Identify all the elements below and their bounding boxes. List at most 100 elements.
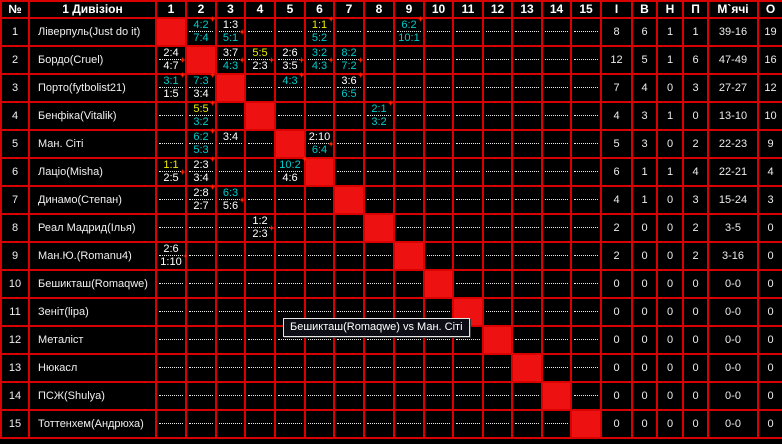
match-cell[interactable] bbox=[511, 297, 543, 327]
match-cell[interactable] bbox=[155, 381, 187, 411]
match-cell[interactable] bbox=[215, 353, 246, 383]
team-name[interactable]: ПСЖ(Shulya) bbox=[28, 381, 157, 411]
match-cell[interactable] bbox=[244, 157, 276, 187]
match-cell[interactable] bbox=[423, 381, 454, 411]
match-cell[interactable] bbox=[423, 129, 454, 159]
match-cell[interactable] bbox=[393, 101, 425, 131]
match-cell[interactable] bbox=[333, 241, 365, 271]
match-cell[interactable] bbox=[393, 213, 425, 243]
match-cell[interactable]: 2:3 3:4 bbox=[185, 156, 217, 187]
match-cell[interactable]: 1:3 5:1 bbox=[215, 17, 246, 47]
match-cell[interactable] bbox=[304, 73, 335, 103]
match-cell[interactable] bbox=[393, 73, 425, 103]
match-cell[interactable] bbox=[482, 409, 513, 439]
match-cell[interactable] bbox=[511, 157, 543, 187]
match-cell[interactable] bbox=[541, 17, 572, 47]
match-cell[interactable] bbox=[393, 409, 425, 439]
match-cell[interactable] bbox=[570, 157, 602, 187]
match-cell[interactable] bbox=[393, 353, 425, 383]
match-cell[interactable] bbox=[482, 381, 513, 411]
match-cell[interactable] bbox=[185, 241, 217, 271]
match-cell[interactable] bbox=[244, 353, 276, 383]
match-cell[interactable] bbox=[570, 129, 602, 159]
match-cell[interactable] bbox=[274, 269, 306, 299]
match-cell[interactable] bbox=[185, 297, 217, 327]
match-cell[interactable]: 2:6 3:5 bbox=[274, 45, 306, 75]
match-cell[interactable] bbox=[541, 297, 572, 327]
match-cell[interactable] bbox=[423, 409, 454, 439]
match-cell[interactable] bbox=[363, 185, 395, 215]
match-cell[interactable] bbox=[423, 185, 454, 215]
match-cell[interactable] bbox=[511, 129, 543, 159]
match-cell[interactable]: 2:1 3:2 bbox=[363, 100, 395, 131]
match-cell[interactable] bbox=[185, 381, 217, 411]
match-cell[interactable] bbox=[393, 185, 425, 215]
match-cell[interactable] bbox=[393, 45, 425, 75]
match-cell[interactable] bbox=[511, 17, 543, 47]
team-name[interactable]: Тоттенхем(Андрюха) bbox=[28, 409, 157, 439]
match-cell[interactable]: 3:1 1:5 bbox=[155, 72, 187, 103]
match-cell[interactable] bbox=[215, 269, 246, 299]
match-cell[interactable]: 3:7 4:3 bbox=[215, 45, 246, 75]
match-cell[interactable] bbox=[482, 45, 513, 75]
match-cell[interactable]: 2:8 2:7 bbox=[185, 184, 217, 215]
match-cell[interactable] bbox=[363, 381, 395, 411]
match-cell[interactable] bbox=[244, 73, 276, 103]
match-cell[interactable] bbox=[304, 409, 335, 439]
match-cell[interactable] bbox=[393, 129, 425, 159]
match-cell[interactable] bbox=[363, 353, 395, 383]
match-cell[interactable] bbox=[333, 157, 365, 187]
match-cell[interactable] bbox=[452, 17, 484, 47]
match-cell[interactable]: 2:4 4:7 bbox=[155, 45, 187, 75]
match-cell[interactable] bbox=[274, 213, 306, 243]
match-cell[interactable] bbox=[511, 269, 543, 299]
team-name[interactable]: Бешикташ(Romaqwe) bbox=[28, 269, 157, 299]
match-cell[interactable] bbox=[452, 129, 484, 159]
match-cell[interactable]: 3:4 bbox=[215, 129, 246, 159]
team-name[interactable]: Реал Мадрид(Ілья) bbox=[28, 213, 157, 243]
match-cell[interactable]: 1:1 5:2 bbox=[304, 16, 335, 47]
match-cell[interactable] bbox=[570, 297, 602, 327]
match-cell[interactable] bbox=[185, 213, 217, 243]
match-cell[interactable] bbox=[452, 157, 484, 187]
match-cell[interactable] bbox=[511, 213, 543, 243]
match-cell[interactable] bbox=[215, 101, 246, 131]
match-cell[interactable]: 2:6 1:10 bbox=[155, 241, 189, 271]
match-cell[interactable] bbox=[333, 129, 365, 159]
match-cell[interactable] bbox=[274, 185, 306, 215]
match-cell[interactable] bbox=[393, 269, 425, 299]
match-cell[interactable]: 1:2 2:3 bbox=[244, 213, 276, 243]
match-cell[interactable] bbox=[452, 409, 484, 439]
match-cell[interactable] bbox=[393, 381, 425, 411]
match-cell[interactable] bbox=[452, 213, 484, 243]
match-cell[interactable] bbox=[452, 73, 484, 103]
match-cell[interactable] bbox=[244, 129, 276, 159]
match-cell[interactable] bbox=[274, 241, 306, 271]
match-cell[interactable] bbox=[155, 353, 187, 383]
match-cell[interactable] bbox=[274, 17, 306, 47]
match-cell[interactable] bbox=[304, 353, 335, 383]
match-cell[interactable] bbox=[570, 45, 602, 75]
match-cell[interactable]: 4:3 bbox=[274, 72, 306, 103]
team-name[interactable]: Ман.Ю.(Romanu4) bbox=[28, 241, 157, 271]
match-cell[interactable]: 5:5 3:2 bbox=[185, 100, 217, 131]
match-cell[interactable]: 5:5 2:3 bbox=[244, 45, 276, 75]
match-cell[interactable] bbox=[482, 185, 513, 215]
match-cell[interactable] bbox=[423, 157, 454, 187]
match-cell[interactable] bbox=[244, 185, 276, 215]
match-cell[interactable] bbox=[304, 213, 335, 243]
match-cell[interactable] bbox=[452, 353, 484, 383]
match-cell[interactable] bbox=[333, 17, 365, 47]
match-cell[interactable] bbox=[541, 353, 572, 383]
match-cell[interactable] bbox=[215, 213, 246, 243]
match-cell[interactable] bbox=[511, 409, 543, 439]
match-cell[interactable] bbox=[185, 409, 217, 439]
team-name[interactable]: Порто(fytbolist21) bbox=[28, 73, 157, 103]
match-cell[interactable] bbox=[570, 213, 602, 243]
match-cell[interactable] bbox=[482, 269, 513, 299]
match-cell[interactable] bbox=[570, 325, 602, 355]
match-cell[interactable]: 6:2 10:1 bbox=[393, 16, 425, 47]
match-cell[interactable] bbox=[541, 157, 572, 187]
match-cell[interactable]: 10:2 4:6 bbox=[274, 156, 308, 187]
match-cell[interactable] bbox=[541, 129, 572, 159]
